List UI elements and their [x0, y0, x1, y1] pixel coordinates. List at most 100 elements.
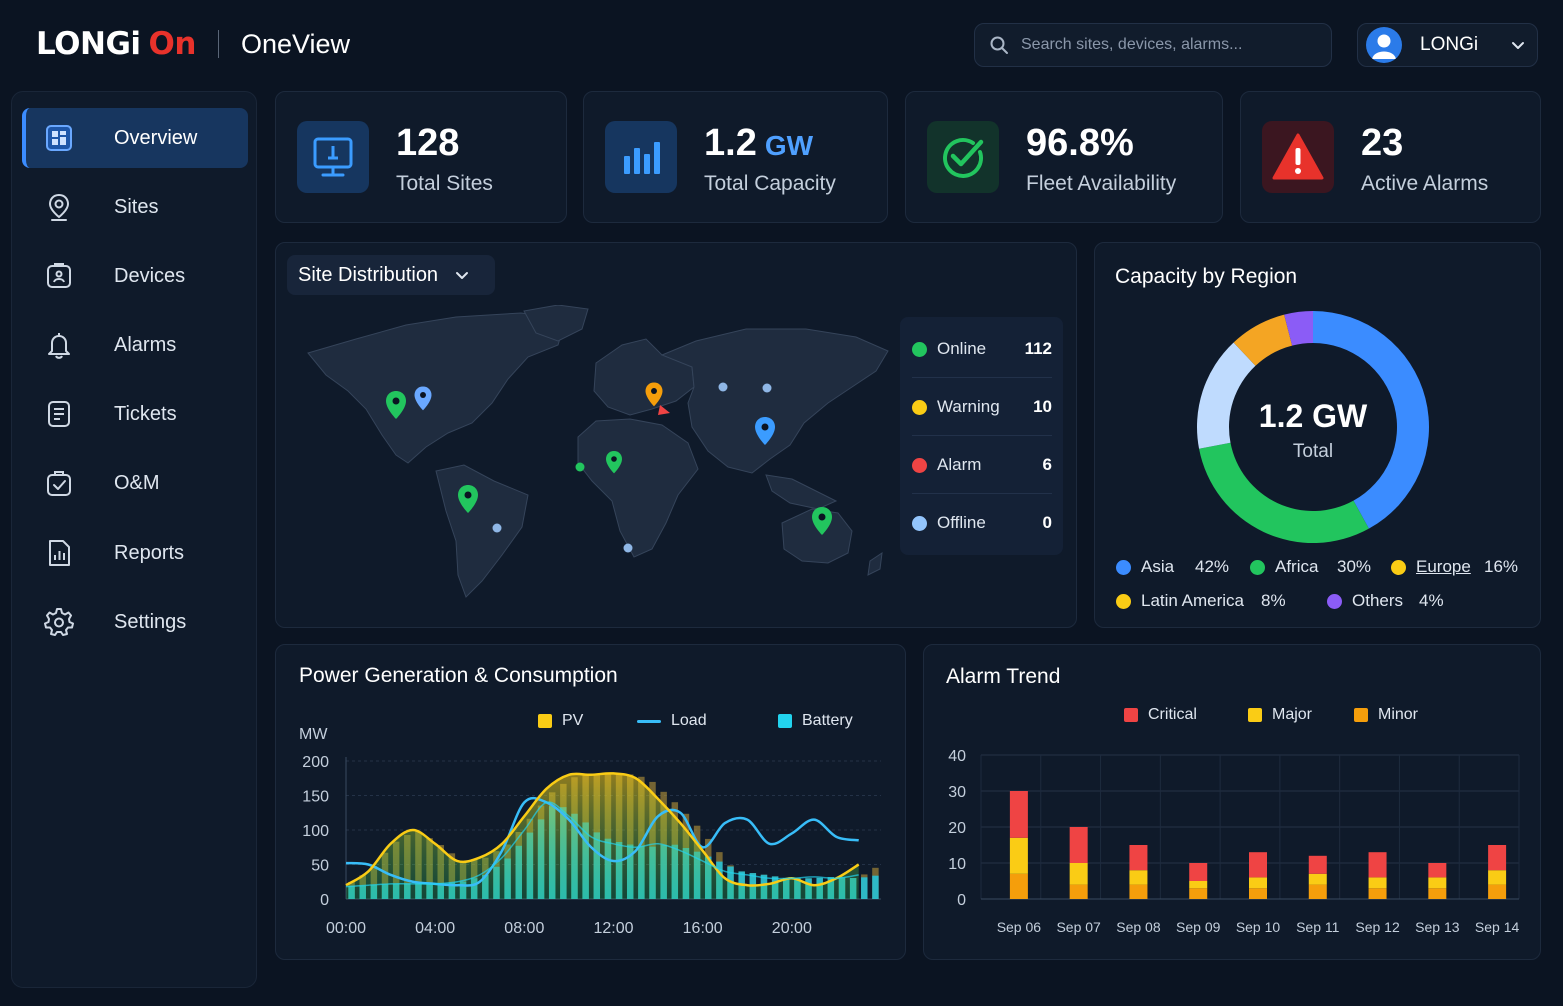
alarm-marker[interactable]: [658, 405, 670, 415]
major-bar[interactable]: [1189, 881, 1208, 889]
map-pin-icon[interactable]: [645, 382, 663, 407]
minor-bar[interactable]: [1488, 884, 1507, 899]
critical-bar[interactable]: [1249, 852, 1267, 878]
sidebar-item-reports[interactable]: Reports: [22, 523, 248, 583]
critical-bar[interactable]: [1368, 852, 1387, 878]
critical-bar[interactable]: [1488, 845, 1507, 871]
legend-major[interactable]: Major: [1248, 706, 1312, 724]
search-bar[interactable]: [974, 23, 1332, 67]
y-tick-label: 0: [957, 892, 966, 909]
sidebar-item-alarms[interactable]: Alarms: [22, 315, 248, 375]
legend-label: Asia: [1141, 557, 1175, 576]
major-bar[interactable]: [1069, 863, 1088, 885]
map-pin-icon[interactable]: [606, 451, 622, 474]
site-dot[interactable]: [575, 462, 585, 472]
map-pin-icon[interactable]: [755, 417, 775, 445]
battery-bar[interactable]: [861, 877, 868, 899]
critical-bar[interactable]: [1428, 863, 1447, 878]
legend-alarm[interactable]: Alarm 6: [912, 450, 1052, 480]
major-bar[interactable]: [1009, 837, 1028, 874]
minor-bar[interactable]: [1249, 888, 1267, 899]
minor-bar[interactable]: [1428, 888, 1447, 899]
map-pin-icon[interactable]: [812, 507, 832, 535]
map-pin-icon[interactable]: [386, 391, 406, 419]
major-bar[interactable]: [1129, 870, 1148, 885]
legend-battery[interactable]: Battery: [778, 712, 853, 730]
donut-slice-europe[interactable]: [1197, 342, 1256, 449]
minor-bar[interactable]: [1009, 873, 1028, 899]
sidebar: Overview Sites Devices Alarms Tickets O&…: [11, 91, 257, 988]
major-bar[interactable]: [1488, 870, 1507, 885]
major-bar[interactable]: [1428, 877, 1447, 889]
legend-percent: 30%: [1337, 557, 1372, 576]
minor-bar[interactable]: [1129, 884, 1148, 899]
y-axis-unit: MW: [299, 726, 328, 743]
legend-label: Offline: [937, 513, 986, 532]
stat-card-total-capacity[interactable]: 1.2 GW Total Capacity: [583, 91, 888, 223]
minor-bar[interactable]: [1368, 888, 1387, 899]
sidebar-item-om[interactable]: O&M: [22, 453, 248, 513]
search-input[interactable]: [1021, 36, 1321, 54]
map-pin-icon[interactable]: [458, 485, 478, 513]
user-menu[interactable]: LONGi: [1357, 23, 1538, 67]
major-bar[interactable]: [1249, 877, 1267, 889]
donut-slice-africa[interactable]: [1199, 442, 1369, 543]
minor-bar[interactable]: [1069, 884, 1088, 899]
legend-warning[interactable]: Warning 10: [912, 392, 1052, 422]
legend-dot: [1250, 559, 1265, 575]
critical-bar[interactable]: [1069, 827, 1088, 863]
major-bar[interactable]: [1308, 873, 1327, 885]
minor-bar[interactable]: [1189, 888, 1208, 899]
critical-bar[interactable]: [1189, 863, 1208, 881]
site-dot[interactable]: [718, 382, 728, 392]
stat-card-total-sites[interactable]: 128 Total Sites: [275, 91, 567, 223]
minor-bar[interactable]: [1308, 884, 1327, 899]
region-legend-africa[interactable]: Africa: [1250, 557, 1318, 577]
site-dot[interactable]: [492, 523, 502, 533]
region-legend-europe[interactable]: Europe: [1391, 557, 1471, 577]
donut-center-label: Total: [1293, 441, 1333, 462]
critical-bar[interactable]: [1009, 791, 1028, 838]
legend-online[interactable]: Online 112: [912, 334, 1052, 364]
site-distribution-dropdown[interactable]: Site Distribution: [287, 255, 495, 295]
capacity-donut-chart[interactable]: 1.2 GW Total: [1193, 307, 1433, 547]
alarm-bar-chart[interactable]: 40 30 20 10 0 Sep 06 Sep 07 Sep 08 Sep 09 Sep 10 S…: [924, 735, 1542, 955]
region-legend-asia[interactable]: Asia: [1116, 557, 1174, 577]
donut-slice-latin-america[interactable]: [1233, 314, 1293, 366]
y-tick-label: 20: [948, 820, 966, 837]
region-legend-others[interactable]: Others: [1327, 591, 1403, 611]
map-pin-icon[interactable]: [414, 386, 432, 411]
x-tick-label: Sep 09: [1176, 919, 1221, 935]
site-dot[interactable]: [762, 383, 772, 393]
site-dot[interactable]: [623, 543, 633, 553]
world-map[interactable]: [296, 305, 891, 605]
legend-minor[interactable]: Minor: [1354, 706, 1418, 724]
major-bar[interactable]: [1368, 877, 1387, 889]
donut-slice-others[interactable]: [1284, 311, 1313, 346]
stat-card-fleet-availability[interactable]: 96.8% Fleet Availability: [905, 91, 1223, 223]
legend-count: 0: [1042, 513, 1052, 532]
donut-slice-asia[interactable]: [1313, 311, 1429, 529]
legend-pv[interactable]: PV: [538, 712, 583, 730]
chevron-down-icon[interactable]: [1510, 37, 1526, 53]
legend-critical[interactable]: Critical: [1124, 706, 1197, 724]
legend-load[interactable]: Load: [637, 712, 707, 730]
continent-greenland: [523, 305, 589, 342]
sidebar-item-label: O&M: [114, 471, 160, 494]
sidebar-item-settings[interactable]: Settings: [22, 592, 248, 652]
sidebar-item-tickets[interactable]: Tickets: [22, 384, 248, 444]
sidebar-item-devices[interactable]: Devices: [22, 246, 248, 306]
sidebar-item-label: Overview: [114, 126, 198, 149]
battery-bar[interactable]: [872, 875, 879, 899]
continent-asia: [660, 328, 889, 474]
critical-bar[interactable]: [1308, 855, 1327, 874]
sidebar-item-sites[interactable]: Sites: [22, 177, 248, 237]
legend-count: 112: [1024, 339, 1052, 358]
critical-bar[interactable]: [1129, 845, 1148, 871]
legend-offline[interactable]: Offline 0: [912, 508, 1052, 538]
power-line-chart[interactable]: MW 200 150 100 50 0 00:00 04:00 08:00 12:00 16:00…: [276, 715, 906, 955]
sidebar-item-overview[interactable]: Overview: [22, 108, 248, 168]
stat-card-active-alarms[interactable]: 23 Active Alarms: [1240, 91, 1541, 223]
brand-logo[interactable]: LONGi On OneView: [36, 24, 350, 64]
region-legend-latin-america[interactable]: Latin America: [1116, 591, 1244, 611]
